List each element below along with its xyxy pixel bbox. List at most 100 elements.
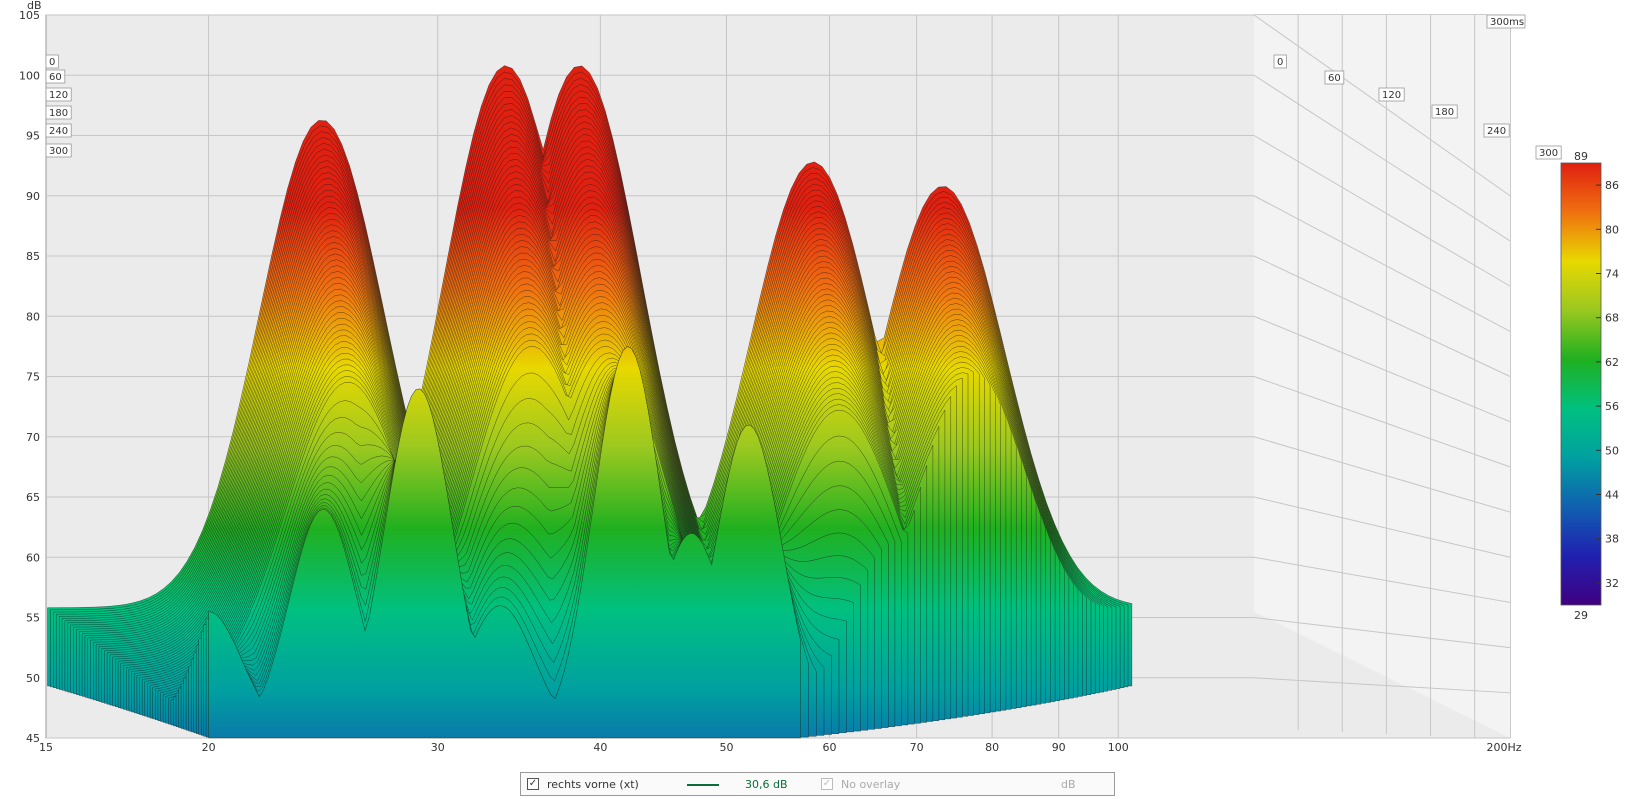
colorbar-tick-label: 62 xyxy=(1605,356,1619,369)
colorbar xyxy=(1560,162,1602,606)
time-label-box xyxy=(1431,104,1458,119)
colorbar-tick-label: 89 xyxy=(1574,150,1588,163)
time-label-text: 300 xyxy=(1539,148,1558,159)
time-label-text: 0 xyxy=(1277,57,1283,68)
y-tick-label: 100 xyxy=(19,69,40,82)
y-tick-label: 75 xyxy=(26,371,40,384)
overlay-unit: dB xyxy=(1061,778,1076,791)
grid-line-side xyxy=(1253,617,1511,649)
x-tick-label: 70 xyxy=(910,741,924,754)
x-tick-label: 20 xyxy=(202,741,216,754)
y-tick-label: 105 xyxy=(19,9,40,22)
y-tick-label: 90 xyxy=(26,190,40,203)
time-label-box xyxy=(1378,87,1405,102)
series-name: rechts vorne (xt) xyxy=(547,778,639,791)
time-label-box xyxy=(45,87,72,102)
x-tick-label: 50 xyxy=(719,741,733,754)
legend-bar: ✓ rechts vorne (xt) 30,6 dB ✓ No overlay… xyxy=(520,772,1115,796)
time-label-box xyxy=(45,143,72,158)
time-label-text: 0 xyxy=(49,57,55,68)
colorbar-tick-label: 80 xyxy=(1605,223,1619,236)
time-label-box xyxy=(45,105,72,120)
colorbar-tick-label: 38 xyxy=(1605,533,1619,546)
time-label-text: 240 xyxy=(49,126,68,137)
time-label-box xyxy=(1486,14,1526,29)
x-tick-label: 60 xyxy=(823,741,837,754)
time-tick-left: 0 xyxy=(45,54,59,69)
time-label-box xyxy=(1273,54,1287,69)
time-max-label: 300ms xyxy=(1486,14,1526,29)
time-tick-left: 240 xyxy=(45,123,72,138)
slice-60 xyxy=(208,346,801,739)
colorbar-tick-label: 86 xyxy=(1605,179,1619,192)
series-checkbox[interactable]: ✓ xyxy=(527,778,539,790)
y-tick-label: 60 xyxy=(26,551,40,564)
overlay-label: No overlay xyxy=(841,778,901,791)
time-tick-right: 0 xyxy=(1273,54,1287,69)
colorbar-tick-label: 74 xyxy=(1605,268,1619,281)
time-label-text: 300ms xyxy=(1490,17,1524,28)
time-tick-right: 240 xyxy=(1483,123,1510,138)
y-tick-label: 65 xyxy=(26,491,40,504)
time-label-box xyxy=(1483,123,1510,138)
time-label-text: 60 xyxy=(49,72,62,83)
time-label-text: 300 xyxy=(49,146,68,157)
time-label-box xyxy=(45,69,66,84)
series-value: 30,6 dB xyxy=(745,778,788,791)
grid-line-side xyxy=(1253,74,1511,242)
time-label-box xyxy=(45,54,59,69)
time-tick-right: 300 xyxy=(1535,145,1562,160)
x-tick-label: 40 xyxy=(593,741,607,754)
y-axis-label: dB xyxy=(27,0,42,12)
time-label-text: 240 xyxy=(1487,126,1506,137)
x-tick-label: 100 xyxy=(1108,741,1129,754)
series-line-swatch xyxy=(687,784,719,786)
time-label-text: 120 xyxy=(49,90,68,101)
x-tick-label: 15 xyxy=(39,741,53,754)
colorbar-tick-label: 56 xyxy=(1605,400,1619,413)
x-tick-label: 90 xyxy=(1052,741,1066,754)
time-tick-right: 120 xyxy=(1378,87,1405,102)
grid-line-side xyxy=(1253,436,1511,513)
time-label-box xyxy=(1324,70,1345,85)
time-tick-left: 180 xyxy=(45,105,72,120)
grid-line-side xyxy=(1253,496,1511,558)
x-tick-label: 80 xyxy=(985,741,999,754)
time-tick-right: 60 xyxy=(1324,70,1345,85)
grid-line-side xyxy=(1253,376,1511,468)
time-tick-left: 60 xyxy=(45,69,66,84)
y-tick-label: 55 xyxy=(26,612,40,625)
grid-line-side xyxy=(1253,315,1511,423)
time-label-text: 180 xyxy=(1435,107,1454,118)
overlay-checkbox[interactable]: ✓ xyxy=(821,778,833,790)
y-tick-label: 70 xyxy=(26,431,40,444)
y-tick-label: 85 xyxy=(26,250,40,263)
y-tick-label: 50 xyxy=(26,672,40,685)
y-tick-label: 80 xyxy=(26,310,40,323)
time-label-text: 60 xyxy=(1328,73,1341,84)
colorbar-tick-label: 44 xyxy=(1605,489,1619,502)
colorbar-tick-label: 68 xyxy=(1605,312,1619,325)
time-label-box xyxy=(1535,145,1562,160)
time-tick-left: 300 xyxy=(45,143,72,158)
colorbar-tick-label: 29 xyxy=(1574,609,1588,622)
time-label-text: 180 xyxy=(49,108,68,119)
grid-line-side xyxy=(1253,677,1511,694)
grid-line-side xyxy=(1253,135,1511,287)
grid-line-side xyxy=(1253,195,1511,332)
time-tick-right: 180 xyxy=(1431,104,1458,119)
side-wall xyxy=(1254,15,1510,738)
colorbar-tick-label: 32 xyxy=(1605,577,1619,590)
grid-line-side xyxy=(1253,255,1511,377)
y-tick-label: 95 xyxy=(26,130,40,143)
time-tick-left: 120 xyxy=(45,87,72,102)
x-tick-label: 200Hz xyxy=(1486,741,1521,754)
time-label-text: 120 xyxy=(1382,90,1401,101)
colorbar-tick-label: 50 xyxy=(1605,444,1619,457)
y-tick-label: 45 xyxy=(26,732,40,745)
x-tick-label: 30 xyxy=(431,741,445,754)
grid-line-side xyxy=(1253,556,1511,603)
time-label-box xyxy=(45,123,72,138)
grid-line-side xyxy=(1253,14,1511,197)
